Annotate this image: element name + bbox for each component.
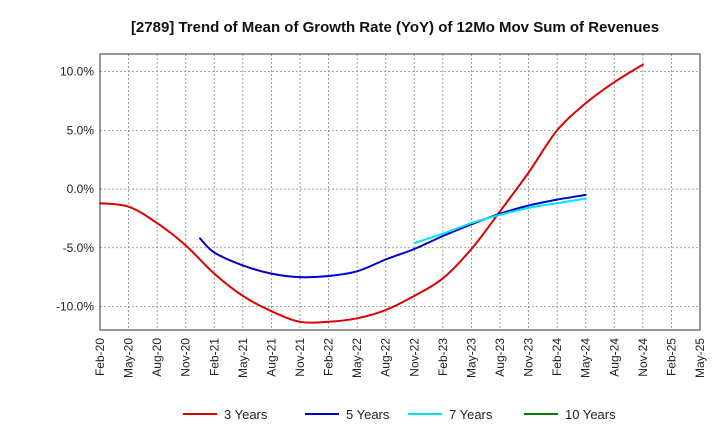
legend-label-7-years: 7 Years bbox=[449, 407, 493, 422]
legend-label-5-years: 5 Years bbox=[346, 407, 390, 422]
x-tick-label: Nov-22 bbox=[407, 338, 421, 377]
x-tick-label: Aug-24 bbox=[607, 338, 621, 377]
x-tick-label: Aug-22 bbox=[379, 338, 393, 377]
x-tick-label: May-23 bbox=[464, 338, 478, 378]
x-tick-label: Aug-20 bbox=[150, 338, 164, 377]
y-tick-label: 0.0% bbox=[67, 182, 95, 196]
x-tick-label: May-25 bbox=[693, 338, 707, 378]
series-layer bbox=[99, 63, 644, 324]
series-line-7-years bbox=[413, 197, 587, 245]
x-tick-label: Aug-21 bbox=[264, 338, 278, 377]
x-tick-label: May-22 bbox=[350, 338, 364, 378]
series-line-3-years bbox=[99, 63, 644, 324]
y-tick-label: 5.0% bbox=[67, 123, 95, 137]
series-line-5-years bbox=[199, 193, 587, 279]
x-tick-label: Feb-23 bbox=[436, 338, 450, 376]
x-tick-label: Nov-20 bbox=[179, 338, 193, 377]
chart-title: [2789] Trend of Mean of Growth Rate (YoY… bbox=[131, 19, 659, 36]
x-tick-label: Feb-24 bbox=[550, 338, 564, 376]
x-tick-label: Feb-25 bbox=[664, 338, 678, 376]
y-tick-label: -5.0% bbox=[63, 241, 95, 255]
legend-label-3-years: 3 Years bbox=[224, 407, 268, 422]
grid-layer bbox=[100, 54, 700, 330]
x-tick-label: Aug-23 bbox=[493, 338, 507, 377]
legend-label-10-years: 10 Years bbox=[565, 407, 616, 422]
x-tick-label: Nov-23 bbox=[522, 338, 536, 377]
x-tick-label: Feb-20 bbox=[93, 338, 107, 376]
plot-frame bbox=[99, 53, 701, 331]
x-tick-label: May-24 bbox=[579, 338, 593, 378]
x-tick-label: May-21 bbox=[236, 338, 250, 378]
x-tick-label: Nov-24 bbox=[636, 338, 650, 377]
x-tick-label: Nov-21 bbox=[293, 338, 307, 377]
y-tick-label: 10.0% bbox=[60, 65, 94, 79]
legend: 3 Years 5 Years 7 Years 10 Years bbox=[183, 407, 616, 422]
x-tick-label: Feb-21 bbox=[207, 338, 221, 376]
x-tick-label: May-20 bbox=[122, 338, 136, 378]
x-tick-label: Feb-22 bbox=[322, 338, 336, 376]
y-tick-label: -10.0% bbox=[56, 300, 94, 314]
tick-labels: 10.0% 5.0% 0.0% -5.0% -10.0% Feb-20 May-20 Aug-… bbox=[56, 65, 707, 378]
